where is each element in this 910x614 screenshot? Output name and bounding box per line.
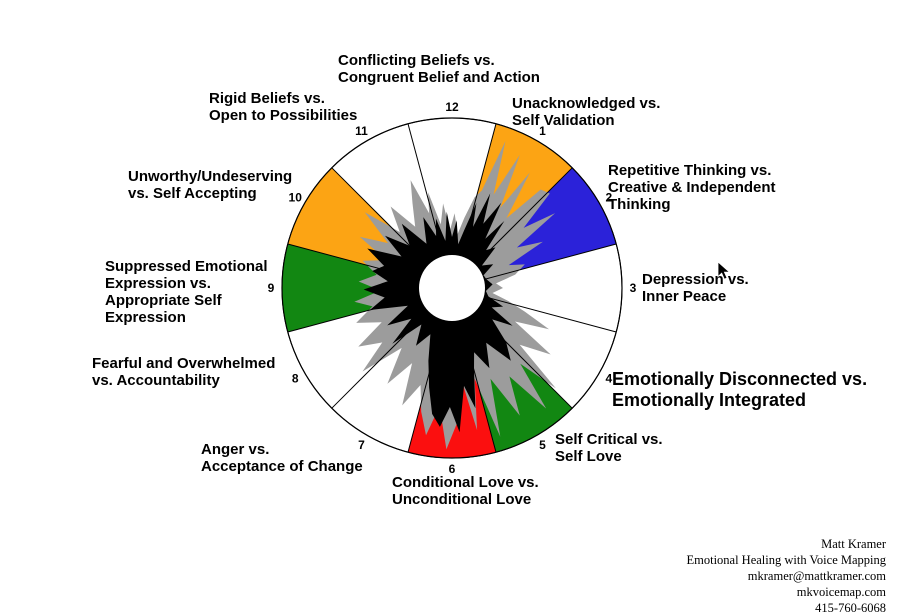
sector-3-number: 3 bbox=[630, 281, 637, 295]
sector-5-number: 5 bbox=[539, 438, 546, 452]
sector-6-number: 6 bbox=[449, 462, 456, 476]
sector-2-label: Repetitive Thinking vs. Creative & Indep… bbox=[608, 162, 776, 213]
sector-9-number: 9 bbox=[268, 281, 275, 295]
credit-website: mkvoicemap.com bbox=[796, 585, 886, 599]
center-hole bbox=[419, 255, 485, 321]
sector-5-label: Self Critical vs. Self Love bbox=[555, 431, 663, 465]
wheel-rim bbox=[281, 117, 623, 459]
sector-10-number: 10 bbox=[289, 191, 303, 205]
credit-email: mkramer@mattkramer.com bbox=[747, 569, 886, 583]
sector-12-number: 12 bbox=[445, 100, 459, 114]
sector-1-label: Unacknowledged vs. Self Validation bbox=[512, 95, 661, 129]
sector-8-label: Fearful and Overwhelmed vs. Accountabili… bbox=[92, 355, 276, 389]
credit-tagline: Emotional Healing with Voice Mapping bbox=[686, 553, 886, 567]
credit-name: Matt Kramer bbox=[821, 537, 886, 551]
sector-7-number: 7 bbox=[358, 438, 365, 452]
sector-4-label: Emotionally Disconnected vs. Emotionally… bbox=[612, 369, 868, 410]
mouse-cursor-icon bbox=[717, 261, 731, 280]
sector-6-label: Conditional Love vs. Unconditional Love bbox=[392, 474, 539, 508]
sector-11-number: 11 bbox=[355, 124, 368, 138]
sector-3-label: Depression vs. Inner Peace bbox=[642, 271, 749, 305]
sector-8-number: 8 bbox=[292, 372, 299, 386]
sector-10-label: Unworthy/Undeserving vs. Self Accepting bbox=[128, 168, 293, 202]
sector-9-label: Suppressed Emotional Expression vs. Appr… bbox=[105, 258, 268, 326]
sector-11-label: Rigid Beliefs vs. Open to Possibilities bbox=[209, 90, 358, 124]
credit-block: Matt Kramer Emotional Healing with Voice… bbox=[686, 536, 886, 614]
sector-7-label: Anger vs. Acceptance of Change bbox=[201, 441, 363, 475]
sector-9-wedge bbox=[282, 244, 452, 332]
sector-1-number: 1 bbox=[539, 124, 546, 138]
sector-2-number: 2 bbox=[605, 191, 612, 205]
credit-phone: 415-760-6068 bbox=[815, 601, 886, 614]
sector-4-number: 4 bbox=[605, 372, 612, 386]
sector-12-label: Conflicting Beliefs vs. Congruent Belief… bbox=[338, 52, 540, 86]
